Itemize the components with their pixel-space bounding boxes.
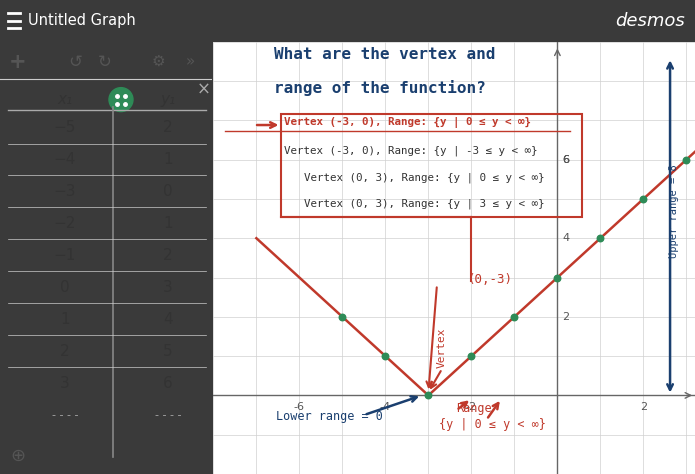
Text: 1: 1 xyxy=(60,312,70,327)
Point xyxy=(509,313,520,320)
Text: (0,-3): (0,-3) xyxy=(467,273,512,286)
Text: Lower range = 0: Lower range = 0 xyxy=(276,410,382,423)
Text: Upper range = 8: Upper range = 8 xyxy=(669,164,679,258)
Text: 6: 6 xyxy=(562,155,569,164)
Text: 2: 2 xyxy=(163,120,173,135)
Point xyxy=(423,392,434,399)
Point xyxy=(595,235,606,242)
Text: −5: −5 xyxy=(54,120,76,135)
Text: 1: 1 xyxy=(163,152,173,167)
Text: {y | 0 ≤ y < ∞}: {y | 0 ≤ y < ∞} xyxy=(439,418,546,430)
Text: 3: 3 xyxy=(163,280,173,295)
Text: 5: 5 xyxy=(163,344,173,359)
Text: Vertex: Vertex xyxy=(437,328,447,368)
Point xyxy=(466,352,477,360)
Text: -4: -4 xyxy=(379,402,391,412)
Text: +: + xyxy=(9,52,27,72)
Text: - - - -: - - - - xyxy=(51,410,79,420)
Text: Vertex (0, 3), Range: {y | 3 ≤ y < ∞}: Vertex (0, 3), Range: {y | 3 ≤ y < ∞} xyxy=(304,199,544,209)
Text: 1: 1 xyxy=(163,216,173,231)
Point xyxy=(379,352,391,360)
Text: 6: 6 xyxy=(562,155,569,164)
Text: ↺: ↺ xyxy=(68,53,82,71)
Text: ↻: ↻ xyxy=(98,53,112,71)
Point xyxy=(552,273,563,281)
Text: Untitled Graph: Untitled Graph xyxy=(28,13,136,28)
Text: Range: Range xyxy=(457,402,492,415)
Text: 2: 2 xyxy=(163,248,173,263)
Text: desmos: desmos xyxy=(615,12,685,30)
Text: ⚙: ⚙ xyxy=(152,54,165,69)
Text: x₁: x₁ xyxy=(58,92,72,107)
Text: range of the function?: range of the function? xyxy=(274,80,485,96)
Text: y₁: y₁ xyxy=(161,92,176,107)
Text: -6: -6 xyxy=(294,402,305,412)
Text: −4: −4 xyxy=(54,152,76,167)
Text: 4: 4 xyxy=(163,312,173,327)
Text: - - - -: - - - - xyxy=(155,410,181,420)
Text: 6: 6 xyxy=(562,155,569,164)
Text: 0: 0 xyxy=(163,184,173,199)
Text: Vertex (-3, 0), Range: {y | -3 ≤ y < ∞}: Vertex (-3, 0), Range: {y | -3 ≤ y < ∞} xyxy=(284,146,538,156)
Text: ⊕: ⊕ xyxy=(10,447,26,465)
Text: 3: 3 xyxy=(60,376,70,391)
Point xyxy=(681,156,692,164)
Text: 4: 4 xyxy=(562,233,570,243)
Text: »: » xyxy=(186,54,195,69)
Text: −3: −3 xyxy=(54,184,76,199)
Point xyxy=(638,195,649,203)
Text: Vertex (-3, 0), Range: {y | 0 ≤ y < ∞}: Vertex (-3, 0), Range: {y | 0 ≤ y < ∞} xyxy=(284,117,531,128)
Text: 2: 2 xyxy=(562,312,570,322)
Text: Vertex (0, 3), Range: {y | 0 ≤ y < ∞}: Vertex (0, 3), Range: {y | 0 ≤ y < ∞} xyxy=(304,173,544,183)
Circle shape xyxy=(109,88,133,111)
Text: −2: −2 xyxy=(54,216,76,231)
Text: ×: × xyxy=(197,81,211,99)
Text: −1: −1 xyxy=(54,248,76,263)
Text: 2: 2 xyxy=(640,402,647,412)
Text: 0: 0 xyxy=(60,280,70,295)
Text: 2: 2 xyxy=(60,344,70,359)
Text: -2: -2 xyxy=(466,402,477,412)
Point xyxy=(337,313,348,320)
Text: What are the vertex and: What are the vertex and xyxy=(274,47,495,63)
Text: 6: 6 xyxy=(163,376,173,391)
